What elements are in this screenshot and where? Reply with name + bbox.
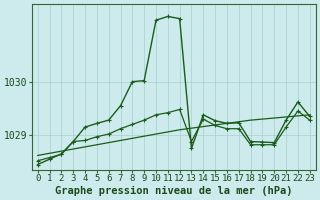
- X-axis label: Graphe pression niveau de la mer (hPa): Graphe pression niveau de la mer (hPa): [55, 186, 292, 196]
